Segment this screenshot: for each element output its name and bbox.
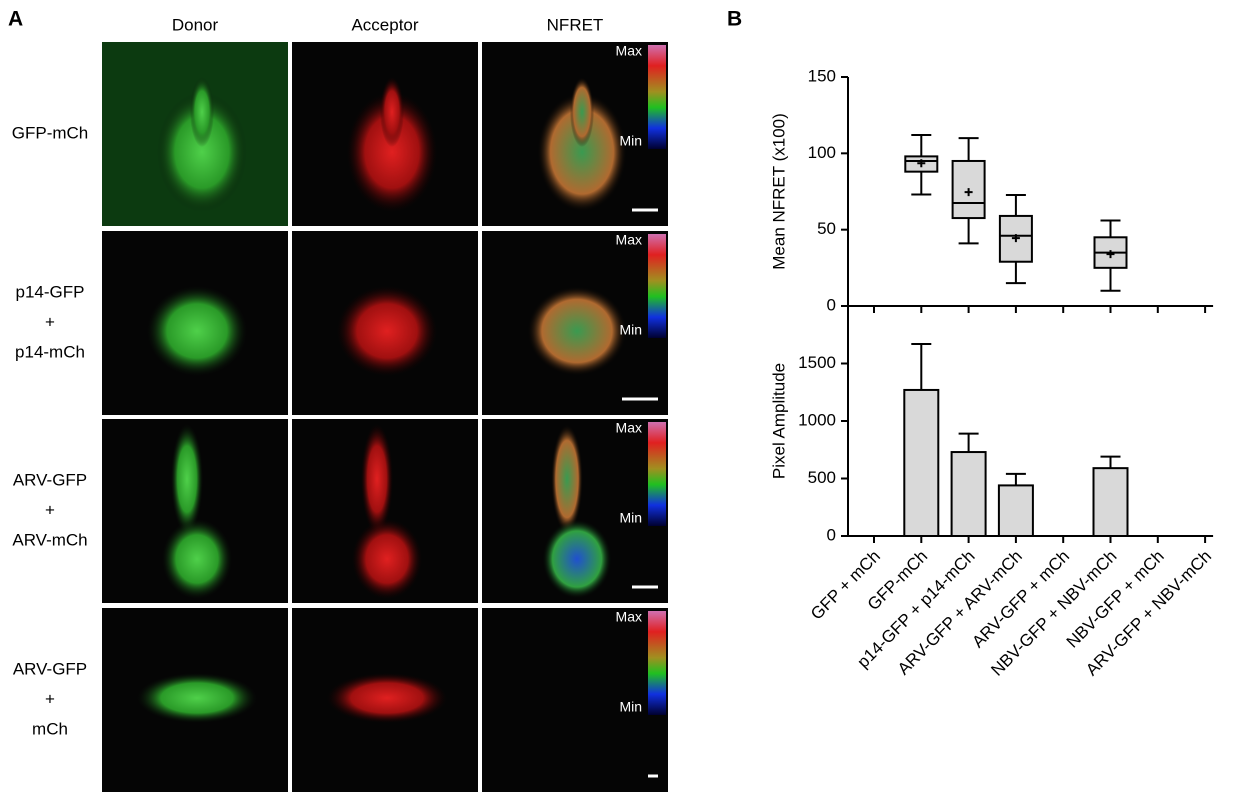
y-tick-label: 0: [827, 295, 836, 314]
cell: [551, 424, 583, 534]
cell: [171, 424, 203, 534]
micrograph: [292, 42, 478, 226]
mean-marker: [917, 159, 926, 168]
row-label: GFP-mCh: [12, 123, 89, 142]
bar: [1092, 467, 1129, 537]
colorbar-min: Min: [619, 699, 642, 715]
micrograph: [102, 42, 288, 226]
y-tick-label: 500: [808, 468, 836, 487]
micrograph: Max Min: [482, 608, 668, 792]
column-header: Acceptor: [351, 15, 418, 34]
micrograph: Max Min: [482, 419, 668, 603]
cell: [327, 673, 447, 723]
colorbar: [648, 45, 666, 149]
cell: [570, 77, 594, 147]
cell: [347, 92, 437, 212]
cell: [542, 519, 612, 599]
column-header: Donor: [172, 15, 219, 34]
cell: [527, 286, 627, 376]
column-header: NFRET: [547, 15, 604, 34]
y-tick-label: 100: [808, 143, 836, 162]
cell: [352, 519, 422, 599]
colorbar-min: Min: [619, 510, 642, 526]
row-label: ARV-mCh: [12, 530, 87, 549]
colorbar-max: Max: [616, 420, 642, 436]
cell: [157, 92, 247, 212]
micrograph: Max Min: [482, 42, 668, 226]
micrograph: [292, 419, 478, 603]
row-label: +: [45, 312, 55, 331]
row-label: +: [45, 689, 55, 708]
micrograph: [102, 419, 288, 603]
mean-marker: [1011, 234, 1020, 243]
micrograph: Max Min: [482, 231, 668, 415]
panel-label: B: [727, 8, 742, 31]
row-label: +: [45, 500, 55, 519]
colorbar: [648, 234, 666, 338]
mean-marker: [1106, 250, 1115, 259]
cell: [137, 673, 257, 723]
cell: [147, 286, 247, 376]
y-axis-label: Pixel Amplitude: [769, 363, 788, 479]
cell: [337, 286, 437, 376]
y-tick-label: 0: [827, 525, 836, 544]
colorbar-min: Min: [619, 133, 642, 149]
colorbar-max: Max: [616, 232, 642, 248]
image-background: [482, 608, 668, 792]
cell: [361, 424, 393, 534]
colorbar-max: Max: [616, 43, 642, 59]
row-label: p14-GFP: [16, 282, 85, 301]
micrograph: [292, 608, 478, 792]
row-label: ARV-GFP: [13, 659, 87, 678]
colorbar: [648, 422, 666, 526]
row-label: p14-mCh: [15, 342, 85, 361]
cell: [162, 519, 232, 599]
row-label: mCh: [32, 719, 68, 738]
colorbar-max: Max: [616, 609, 642, 625]
bar: [903, 388, 940, 538]
y-tick-label: 150: [808, 66, 836, 85]
y-tick-label: 50: [817, 219, 836, 238]
micrograph: [102, 608, 288, 792]
x-tick-label: GFP + mCh: [807, 547, 884, 624]
colorbar: [648, 611, 666, 715]
cell: [537, 92, 627, 212]
bar: [950, 451, 987, 537]
bar: [997, 484, 1034, 537]
micrograph: [292, 231, 478, 415]
cell: [380, 77, 404, 147]
y-axis-label: Mean NFRET (x100): [769, 113, 788, 270]
micrograph: [102, 231, 288, 415]
panel-label: A: [8, 8, 23, 31]
y-tick-label: 1000: [798, 410, 836, 429]
row-label: ARV-GFP: [13, 470, 87, 489]
cell: [190, 77, 214, 147]
mean-marker: [964, 188, 973, 197]
y-tick-label: 1500: [798, 353, 836, 372]
colorbar-min: Min: [619, 322, 642, 338]
